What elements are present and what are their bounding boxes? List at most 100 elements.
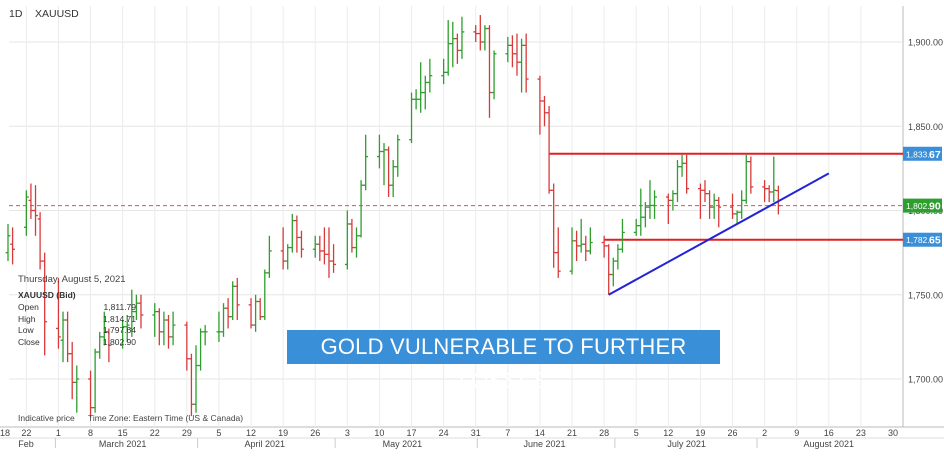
ohlc-bar (748, 156, 754, 194)
ohlc-bar (381, 143, 387, 186)
ohlc-bar (477, 15, 483, 51)
ohlc-bar (523, 33, 529, 93)
ohlc-bar (587, 227, 593, 255)
x-tick-label: 26 (727, 428, 737, 438)
ohlc-bar (601, 235, 607, 258)
headline-banner: GOLD VULNERABLE TO FURTHER LOSSES (287, 330, 720, 393)
ohlc-bar (670, 190, 676, 211)
x-tick-label: 2 (762, 428, 767, 438)
ohlc-bar (65, 311, 71, 363)
ohlc-bar (354, 227, 359, 258)
ohlc-bar (170, 311, 176, 346)
ohlc-bar (124, 314, 130, 342)
ohlc-bar (422, 75, 428, 110)
x-tick-label: 22 (21, 428, 31, 438)
x-tick-label: 17 (407, 428, 417, 438)
ohlc-bar (152, 303, 158, 337)
ohlc-bar (133, 294, 139, 321)
price-label-tail: 67 (929, 149, 941, 161)
ohlc-bar (395, 134, 401, 177)
ohlc-label: Close (18, 336, 40, 347)
x-tick-label: 31 (471, 428, 481, 438)
x-tick-label: 22 (150, 428, 160, 438)
ohlc-bar (189, 353, 194, 417)
ohlc-bar (42, 252, 48, 356)
ohlc-bar (441, 58, 447, 85)
ohlc-bar (675, 159, 680, 203)
ohlc-bar (766, 185, 772, 203)
ohlc-bar (193, 345, 199, 413)
ohlc-bar (23, 190, 29, 236)
ohlc-bar (505, 36, 511, 63)
interval-label: 1D (9, 8, 23, 20)
ohlc-bar (202, 325, 208, 346)
ohlc-bar (510, 35, 515, 68)
ohlc-bar (33, 185, 38, 236)
ohlc-bar (253, 294, 259, 332)
ohlc-bar (537, 75, 543, 135)
ohlc-bar (615, 244, 621, 270)
ohlc-bar (248, 298, 254, 329)
ohlc-bar (551, 183, 557, 268)
ohlc-bar (326, 227, 332, 278)
ohlc-bar (198, 328, 203, 371)
ohlc-bar (106, 328, 112, 363)
ohlc-bar (427, 58, 433, 93)
x-tick-label: 16 (824, 428, 834, 438)
x-tick-label: 18 (0, 428, 10, 438)
ohlc-bar (299, 230, 304, 258)
timezone-note: Time Zone: Eastern Time (US & Canada) (88, 413, 243, 423)
price-label-text: 1,833. (906, 149, 930, 159)
ohlc-bar (418, 62, 424, 113)
x-tick-label: 12 (246, 428, 256, 438)
price-label-tail: 90 (929, 201, 941, 213)
ohlc-bar (610, 257, 616, 287)
price-label-box (903, 146, 942, 161)
ohlc-value: 1,811.79 (103, 302, 136, 312)
ohlc-bar (386, 146, 391, 198)
ohlc-bar (331, 244, 336, 273)
ohlc-bar (129, 289, 135, 337)
ohlc-row-close: Close 1,802.90 (18, 337, 136, 349)
ohlc-bar (262, 269, 268, 321)
ohlc-bar (74, 365, 80, 413)
ohlc-row-open: Open 1,811.79 (18, 302, 136, 314)
ohlc-bar (711, 193, 717, 219)
ohlc-bar (344, 210, 350, 270)
ohlc-bar (583, 235, 589, 262)
x-tick-label: 21 (567, 428, 577, 438)
ohlc-bar (454, 33, 460, 64)
y-tick-label: 1,700.00 (908, 375, 943, 385)
ohlc-bar (459, 16, 465, 59)
ohlc-bar (739, 190, 745, 219)
ohlc-bar (771, 156, 777, 203)
indicative-price-note: Indicative price (18, 413, 75, 423)
ohlc-label: Low (18, 325, 34, 335)
x-tick-label: 30 (888, 428, 898, 438)
month-label: May 2021 (383, 439, 423, 449)
price-label-box (903, 198, 942, 213)
ohlc-bar (230, 281, 236, 321)
ohlc-bar (665, 193, 671, 224)
x-tick-label: 9 (794, 428, 799, 438)
ohlc-bar (482, 25, 488, 51)
trendline (608, 172, 830, 296)
ohlc-label: High (18, 313, 36, 324)
x-tick-label: 3 (345, 428, 350, 438)
ohlc-bar (679, 154, 685, 177)
ohlc-bar (156, 308, 162, 346)
ohlc-bar (702, 180, 708, 203)
month-label: August 2021 (804, 439, 855, 449)
ohlc-bar (28, 183, 34, 219)
ohlc-bar (92, 348, 98, 413)
ohlc-bar (120, 320, 126, 349)
y-tick-label: 1,900.00 (908, 38, 943, 48)
ohlc-bar (574, 230, 580, 262)
ohlc-bar (97, 331, 103, 359)
ohlc-bar (88, 370, 93, 418)
x-tick-label: 7 (505, 428, 510, 438)
ohlc-bar (762, 180, 768, 203)
ohlc-bar (216, 311, 222, 342)
ohlc-bar (519, 38, 524, 93)
